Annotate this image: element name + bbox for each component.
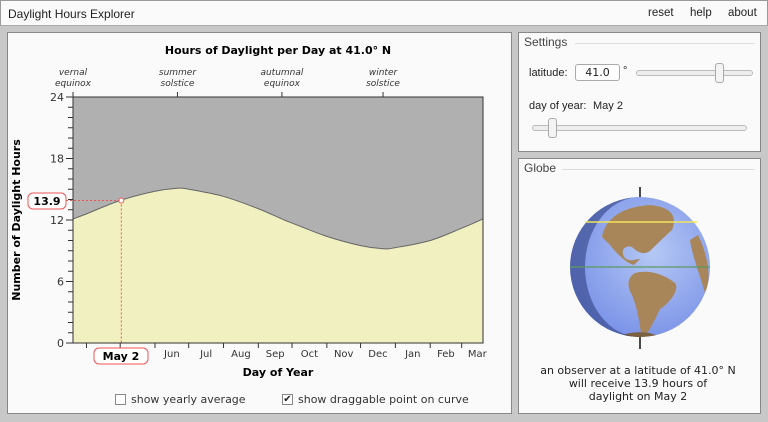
marker-label: equinox bbox=[264, 79, 301, 89]
x-tick-label: Jul bbox=[199, 349, 212, 360]
globe-legend: Globe bbox=[524, 161, 557, 175]
x-tick-label: Nov bbox=[334, 349, 354, 360]
draggable-point-label: show draggable point on curve bbox=[298, 393, 469, 406]
settings-panel bbox=[518, 32, 761, 152]
y-tick-label: 24 bbox=[50, 91, 64, 104]
latitude-slider-thumb[interactable] bbox=[714, 63, 724, 83]
x-tick-label: Jun bbox=[163, 349, 180, 360]
x-tick-label: Jan bbox=[404, 349, 420, 360]
y-tick-label: 12 bbox=[50, 214, 64, 227]
info-line: will receive 13.9 hours of bbox=[568, 377, 708, 390]
y-tick-label: 18 bbox=[50, 153, 64, 166]
x-axis-label: Day of Year bbox=[243, 366, 314, 379]
about-link[interactable]: about bbox=[728, 7, 757, 19]
marker-label: summer bbox=[159, 68, 197, 78]
hours-callout bbox=[27, 192, 67, 210]
globe-image bbox=[570, 187, 710, 349]
info-line: an observer at a latitude of 41.0° N bbox=[540, 364, 736, 377]
hours-callout-value: 13.9 bbox=[33, 195, 60, 208]
day-of-year-slider-thumb[interactable] bbox=[548, 118, 558, 138]
divider bbox=[575, 43, 755, 44]
continents bbox=[570, 197, 709, 337]
x-tick-label: Oct bbox=[301, 349, 318, 360]
title-bar: Daylight Hours Explorer reset help about bbox=[0, 0, 768, 26]
x-tick-label: Mar bbox=[468, 349, 488, 360]
x-tick-label: Feb bbox=[437, 349, 455, 360]
globe-info-text: an observer at a latitude of 41.0° N wil… bbox=[520, 364, 756, 403]
date-callout bbox=[93, 347, 149, 365]
chart-title: Hours of Daylight per Day at 41.0° N bbox=[165, 44, 391, 57]
degree-unit: ° bbox=[623, 65, 628, 77]
y-tick-label: 6 bbox=[57, 276, 64, 289]
latitude-label: latitude: bbox=[529, 67, 568, 79]
yearly-average-label: show yearly average bbox=[131, 393, 246, 406]
marker-label: autumnal bbox=[260, 68, 303, 78]
marker-label: solstice bbox=[161, 79, 195, 89]
x-tick-label: Dec bbox=[368, 349, 387, 360]
date-callout-value: May 2 bbox=[103, 350, 140, 363]
marker-label: vernal bbox=[59, 68, 88, 78]
marker-label: solstice bbox=[366, 79, 400, 89]
day-of-year-slider[interactable] bbox=[532, 125, 747, 131]
latitude-input[interactable]: 41.0 bbox=[575, 64, 620, 81]
daylight-curve bbox=[72, 187, 484, 250]
draggable-point-checkbox[interactable]: ✔ bbox=[282, 394, 293, 405]
y-tick-label: 0 bbox=[57, 337, 64, 350]
x-tick-label: Sep bbox=[266, 349, 285, 360]
info-line: daylight on May 2 bbox=[588, 390, 688, 403]
draggable-point[interactable] bbox=[118, 197, 125, 204]
day-of-year-label: day of year: bbox=[529, 100, 587, 112]
day-of-year-value: May 2 bbox=[593, 100, 623, 112]
yearly-average-checkbox[interactable] bbox=[115, 394, 126, 405]
help-link[interactable]: help bbox=[690, 7, 712, 19]
daylight-chart[interactable]: 0 6 12 18 24 Number of Daylight Hours Hours of… bbox=[0, 0, 512, 422]
marker-label: equinox bbox=[55, 79, 92, 89]
x-tick-label: Aug bbox=[231, 349, 251, 360]
app-title: Daylight Hours Explorer bbox=[8, 7, 135, 21]
settings-legend: Settings bbox=[524, 35, 568, 49]
latitude-slider[interactable] bbox=[636, 70, 753, 76]
daylight-area bbox=[73, 188, 483, 343]
reset-link[interactable]: reset bbox=[648, 7, 674, 19]
y-axis-label: Number of Daylight Hours bbox=[10, 139, 23, 301]
marker-label: winter bbox=[369, 68, 399, 78]
divider bbox=[562, 169, 755, 170]
